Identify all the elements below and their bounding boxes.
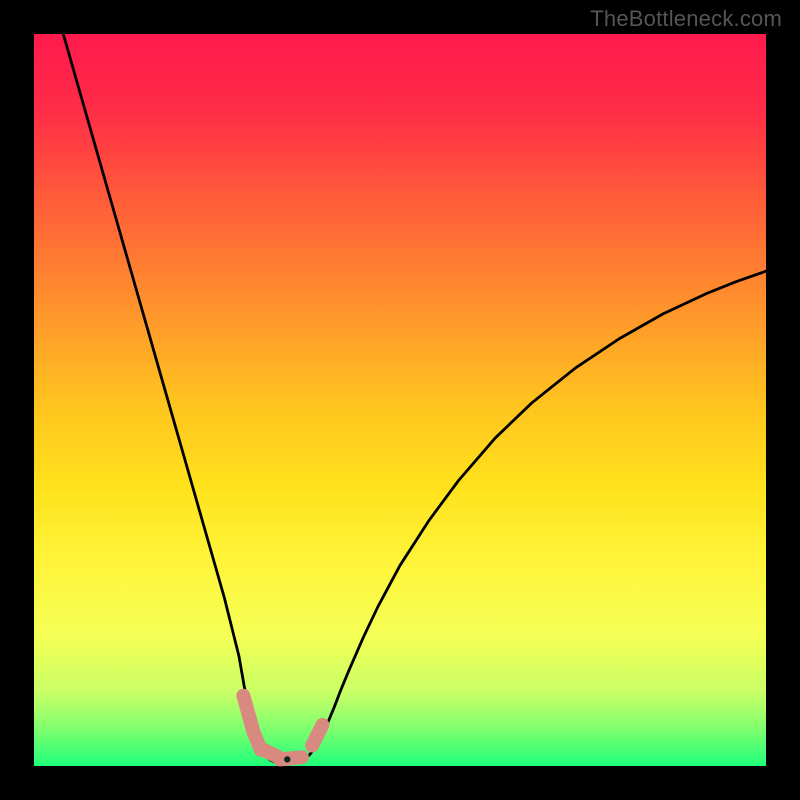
highlight-segment-3 xyxy=(280,757,302,759)
plot-area xyxy=(34,34,766,766)
watermark-text: TheBottleneck.com xyxy=(590,6,782,32)
curve-svg xyxy=(34,34,766,766)
min-marker xyxy=(284,756,290,762)
bottleneck-curve xyxy=(63,34,766,764)
highlight-segment-4 xyxy=(312,725,322,745)
chart-root: TheBottleneck.com xyxy=(0,0,800,800)
